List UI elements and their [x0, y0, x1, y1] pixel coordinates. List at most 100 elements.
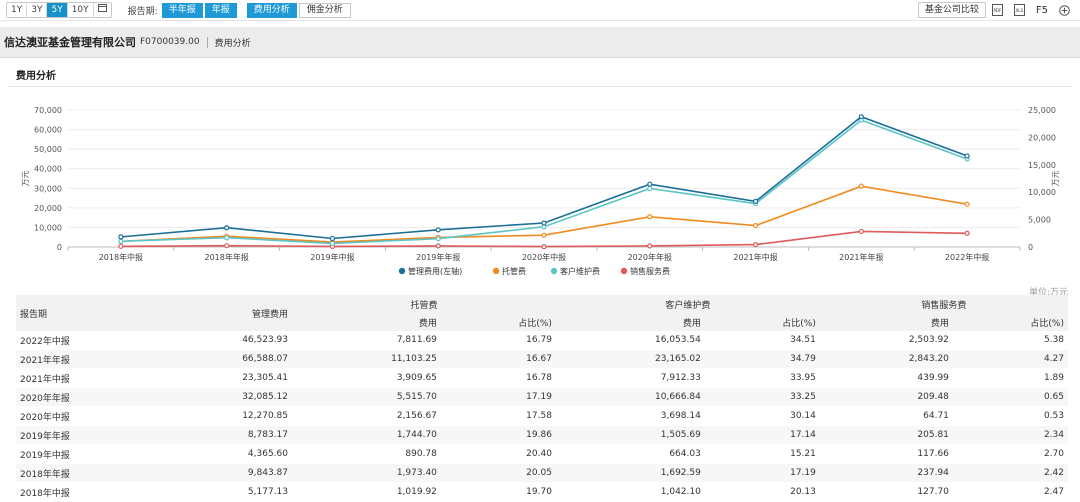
header-period: 报告期 [16, 295, 134, 331]
data-point [435, 236, 441, 242]
table-cell: 0.65 [952, 387, 1068, 407]
x-axis-tick-label: 2020年中报 [522, 252, 566, 262]
company-compare-button[interactable]: 基金公司比较 [917, 2, 986, 18]
data-point [858, 114, 864, 120]
x-axis-tick-label: 2020年年报 [628, 252, 672, 262]
x-axis-tick-label: 2018年年报 [204, 252, 248, 262]
range-1y[interactable]: 1Y [7, 3, 28, 17]
subheader-fee: 费用 [555, 313, 705, 331]
data-point [118, 238, 124, 244]
annual-button[interactable]: 年报 [204, 2, 237, 18]
tab-expense-analysis[interactable]: 费用分析 [246, 2, 297, 18]
table-cell: 16.78 [440, 368, 556, 388]
subheader-ratio: 占比(%) [440, 313, 556, 331]
table-cell: 20.05 [440, 463, 556, 483]
data-point [647, 243, 653, 249]
subheader-ratio: 占比(%) [704, 313, 820, 331]
row-period: 2020年年报 [16, 387, 134, 407]
half-year-button[interactable]: 半年报 [161, 2, 203, 18]
table-cell: 9,843.87 [134, 463, 292, 483]
table-cell: 11,103.25 [292, 349, 441, 369]
table-cell: 5,177.13 [134, 482, 292, 502]
row-period: 2018年中报 [16, 482, 134, 502]
left-axis-label: 万元 [21, 171, 30, 187]
table-row: 2020年年报 32,085.12 5,515.70 17.19 10,666.84 33… [16, 387, 1068, 407]
table-cell: 46,523.93 [134, 331, 292, 350]
calendar-icon[interactable] [93, 3, 111, 17]
left-axis-tick-label: 20,000 [34, 204, 62, 213]
table-cell: 1,505.69 [555, 425, 705, 445]
table-cell: 1,973.40 [292, 463, 441, 483]
pdf-export-icon[interactable]: PDF [988, 3, 1008, 17]
data-point [964, 201, 970, 207]
table-cell: 17.19 [704, 463, 820, 483]
left-axis-tick-label: 30,000 [34, 184, 62, 193]
table-row: 2021年年报 66,588.07 11,103.25 16.67 23,165.02 3… [16, 349, 1068, 369]
table-cell: 16,053.54 [555, 331, 705, 350]
legend-label: 客户维护费 [560, 266, 600, 276]
legend-marker [398, 267, 406, 275]
table-cell: 7,912.33 [555, 368, 705, 388]
current-section: 费用分析 [214, 38, 251, 49]
legend-marker [620, 267, 628, 275]
table-cell: 17.58 [440, 406, 556, 426]
table-cell: 2.42 [952, 463, 1068, 483]
row-period: 2020年中报 [16, 406, 134, 426]
data-point [752, 222, 759, 229]
subheader-ratio: 占比(%) [952, 313, 1068, 331]
data-point [224, 225, 230, 231]
range-10y[interactable]: 10Y [67, 3, 94, 17]
data-point [329, 235, 336, 242]
table-cell: 8,783.17 [134, 425, 292, 445]
table-cell: 12,270.85 [134, 406, 292, 426]
table-row: 2019年年报 8,783.17 1,744.70 19.86 1,505.69 17.1… [16, 425, 1068, 445]
row-period: 2019年年报 [16, 425, 134, 445]
header-custody-fee: 托管费 [292, 295, 556, 313]
left-axis-tick-label: 60,000 [34, 126, 62, 135]
table-cell: 16.67 [440, 349, 556, 369]
table-cell: 19.70 [440, 482, 556, 502]
table-cell: 2.70 [952, 444, 1068, 464]
data-point [541, 220, 547, 226]
row-period: 2021年中报 [16, 368, 134, 388]
legend-label: 销售服务费 [630, 266, 670, 276]
header-client-maintenance-fee: 客户维护费 [555, 295, 820, 313]
table-cell: 209.48 [819, 387, 953, 407]
row-period: 2021年年报 [16, 349, 134, 369]
company-name: 信达澳亚基金管理有限公司 [4, 36, 136, 49]
table-row: 2018年年报 9,843.87 1,973.40 20.05 1,692.59 17.1… [16, 463, 1068, 483]
range-3y[interactable]: 3Y [27, 3, 48, 17]
right-axis-tick-label: 25,000 [1028, 106, 1056, 115]
table-cell: 20.40 [440, 444, 556, 464]
right-axis-tick-label: 20,000 [1028, 133, 1056, 142]
x-axis-tick-label: 2021年中报 [733, 252, 777, 262]
expense-line-chart: 0 10,000 20,000 30,000 40,000 50,000 60,000 70,… [21, 106, 1060, 276]
range-5y[interactable]: 5Y [47, 3, 68, 17]
table-row: 2022年中报 46,523.93 7,811.69 16.79 16,053.54 34… [16, 331, 1068, 350]
right-axis-tick-label: 10,000 [1028, 188, 1056, 197]
unit-note: 单位:万元 [1028, 288, 1068, 298]
left-axis-tick-label: 50,000 [34, 145, 62, 154]
header-management-fee: 管理费用 [134, 295, 292, 331]
left-axis-tick-label: 70,000 [34, 106, 62, 115]
divider [206, 36, 208, 48]
table-cell: 2.34 [952, 425, 1068, 445]
table-cell: 1,019.92 [292, 482, 441, 502]
range-selector: 1Y 3Y 5Y 10Y [6, 2, 112, 18]
table-row: 2020年中报 12,270.85 2,156.67 17.58 3,698.14 30.… [16, 406, 1068, 426]
table-cell: 2,156.67 [292, 406, 441, 426]
table-cell: 32,085.12 [134, 387, 292, 407]
x-axis-tick-label: 2018年中报 [99, 252, 143, 262]
series-line-0 [120, 115, 968, 240]
f5-refresh-button[interactable]: F5 [1035, 4, 1048, 16]
toolbar: 1Y 3Y 5Y 10Y 报告期: 半年报 年报 费用分析 佣金分析 基金公司比… [0, 0, 1080, 21]
data-point [435, 227, 441, 233]
data-point [752, 241, 759, 248]
table-cell: 4,365.60 [134, 444, 292, 464]
table-cell: 7,811.69 [292, 331, 441, 350]
excel-export-icon[interactable]: XLS [1010, 3, 1030, 17]
table-cell: 890.78 [292, 444, 441, 464]
legend-marker [550, 267, 558, 275]
tab-commission-analysis[interactable]: 佣金分析 [298, 2, 351, 18]
add-icon[interactable] [1054, 3, 1074, 17]
